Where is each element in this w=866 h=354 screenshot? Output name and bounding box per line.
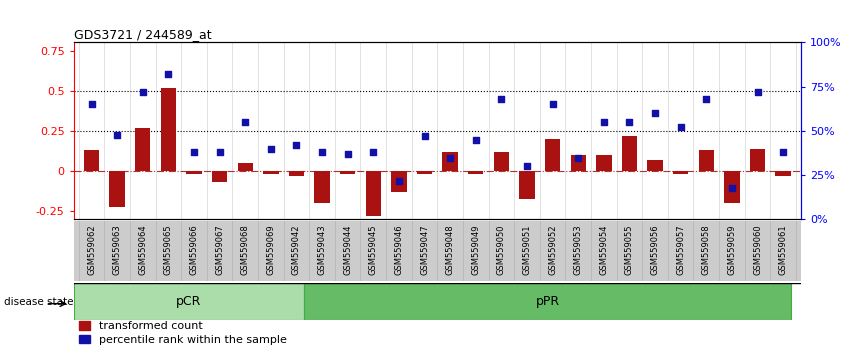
Text: GSM559048: GSM559048 <box>446 224 455 275</box>
Bar <box>775 171 791 176</box>
Bar <box>161 87 176 171</box>
Bar <box>237 163 253 171</box>
Text: pCR: pCR <box>176 295 202 308</box>
Text: GSM559064: GSM559064 <box>139 224 147 275</box>
Point <box>289 142 303 148</box>
Text: GSM559059: GSM559059 <box>727 224 736 275</box>
Point <box>187 149 201 155</box>
Point <box>469 137 482 143</box>
Bar <box>443 152 458 171</box>
Text: GSM559042: GSM559042 <box>292 224 301 275</box>
Bar <box>135 128 151 171</box>
Point <box>213 149 227 155</box>
Text: GSM559069: GSM559069 <box>267 224 275 275</box>
Point <box>315 149 329 155</box>
Text: GSM559060: GSM559060 <box>753 224 762 275</box>
Point <box>136 89 150 95</box>
Text: GSM559068: GSM559068 <box>241 224 249 275</box>
Bar <box>622 136 637 171</box>
Text: GSM559055: GSM559055 <box>625 224 634 275</box>
Point <box>264 146 278 152</box>
Bar <box>314 171 330 204</box>
Text: GSM559047: GSM559047 <box>420 224 429 275</box>
Bar <box>571 155 586 171</box>
Text: GSM559065: GSM559065 <box>164 224 173 275</box>
Point <box>392 178 406 183</box>
Point <box>725 185 739 190</box>
Point <box>238 119 252 125</box>
Text: GSM559061: GSM559061 <box>779 224 787 275</box>
Point <box>85 102 99 107</box>
Point <box>110 132 124 137</box>
Text: GSM559063: GSM559063 <box>113 224 121 275</box>
Bar <box>648 160 662 171</box>
Bar <box>263 171 279 175</box>
Text: GSM559057: GSM559057 <box>676 224 685 275</box>
Bar <box>520 171 534 199</box>
Bar <box>699 150 714 171</box>
Point <box>751 89 765 95</box>
Text: GSM559043: GSM559043 <box>318 224 326 275</box>
Bar <box>750 149 766 171</box>
Text: GSM559050: GSM559050 <box>497 224 506 275</box>
Point <box>520 164 534 169</box>
Bar <box>186 171 202 175</box>
Bar <box>304 283 791 320</box>
Bar <box>673 171 688 175</box>
Text: GSM559058: GSM559058 <box>701 224 711 275</box>
Bar <box>84 150 100 171</box>
Text: GSM559051: GSM559051 <box>522 224 532 275</box>
Text: GSM559049: GSM559049 <box>471 224 481 275</box>
Point <box>572 155 585 160</box>
Bar <box>724 171 740 204</box>
Point <box>648 110 662 116</box>
Legend: transformed count, percentile rank within the sample: transformed count, percentile rank withi… <box>79 321 287 345</box>
Bar <box>212 171 227 182</box>
Text: GSM559045: GSM559045 <box>369 224 378 275</box>
Text: GSM559062: GSM559062 <box>87 224 96 275</box>
Point <box>443 155 457 160</box>
Text: disease state: disease state <box>4 297 74 307</box>
Bar <box>340 171 355 175</box>
Bar <box>545 139 560 171</box>
Bar <box>596 155 611 171</box>
Text: GSM559067: GSM559067 <box>215 224 224 275</box>
Point <box>161 72 175 77</box>
Text: GSM559066: GSM559066 <box>190 224 198 275</box>
Text: GSM559052: GSM559052 <box>548 224 557 275</box>
Bar <box>391 171 407 192</box>
Text: GSM559044: GSM559044 <box>343 224 352 275</box>
Point <box>417 133 431 139</box>
Text: GSM559053: GSM559053 <box>573 224 583 275</box>
Bar <box>468 171 483 175</box>
Text: GSM559056: GSM559056 <box>650 224 660 275</box>
Point <box>700 96 714 102</box>
Bar <box>417 171 432 175</box>
Point <box>494 96 508 102</box>
Point <box>546 102 559 107</box>
Point <box>597 119 611 125</box>
Bar <box>74 283 304 320</box>
Bar <box>494 152 509 171</box>
Point <box>340 151 354 157</box>
Bar <box>288 171 304 176</box>
Point <box>776 149 790 155</box>
Text: GSM559046: GSM559046 <box>394 224 404 275</box>
Point <box>674 125 688 130</box>
Text: pPR: pPR <box>535 295 559 308</box>
Point <box>366 149 380 155</box>
Bar <box>365 171 381 216</box>
Text: GSM559054: GSM559054 <box>599 224 608 275</box>
Point <box>623 119 637 125</box>
Text: GDS3721 / 244589_at: GDS3721 / 244589_at <box>74 28 211 41</box>
Bar <box>109 171 125 207</box>
